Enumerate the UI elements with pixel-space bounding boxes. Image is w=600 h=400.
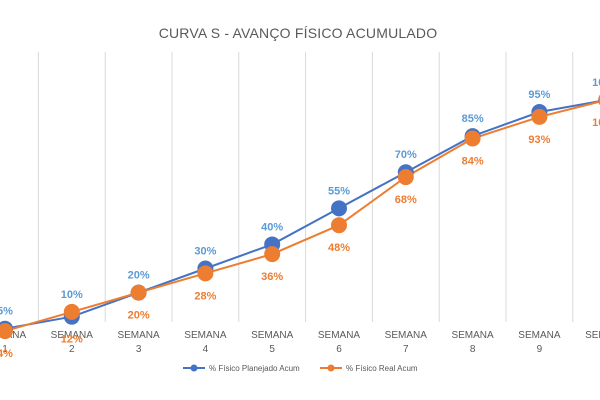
- planned-point: [331, 200, 347, 217]
- actual-data-label: 100%: [592, 117, 600, 129]
- legend-marker: [327, 364, 335, 372]
- actual-point: [331, 217, 347, 234]
- planned-data-label: 40%: [261, 221, 283, 233]
- actual-data-label: 12%: [61, 334, 83, 346]
- planned-data-label: 5%: [0, 306, 13, 318]
- x-tick-label: SEMANA 7: [385, 330, 428, 355]
- legend-planned-label: % Físico Planejado Acum: [209, 364, 300, 373]
- grid-lines: [37, 52, 574, 322]
- actual-data-label: 68%: [395, 194, 417, 206]
- x-tick-label: SEMANA 6: [318, 330, 361, 355]
- actual-point: [130, 284, 147, 301]
- data-labels: 5% 10% 20% 30% 40% 55% 70% 85% 95% 100% 4% 12% 20% 28…: [0, 77, 600, 360]
- x-tick-label: SEMANA 3: [117, 330, 160, 355]
- chart-title: CURVA S - AVANÇO FÍSICO ACUMULADO: [159, 25, 438, 41]
- actual-point: [264, 246, 281, 263]
- x-tick-label: SEMANA 2: [51, 330, 94, 355]
- x-tick-label: SEMANA10: [585, 330, 600, 355]
- legend-marker: [190, 364, 198, 372]
- planned-data-label: 10%: [61, 289, 83, 301]
- x-tick-label: SEMANA 9: [518, 330, 561, 355]
- actual-point: [0, 323, 13, 340]
- actual-data-label: 36%: [261, 271, 283, 283]
- planned-data-label: 95%: [528, 89, 550, 101]
- series-group: [0, 94, 600, 340]
- actual-point: [531, 108, 548, 125]
- planned-data-label: 70%: [395, 149, 417, 161]
- planned-data-label: 30%: [194, 246, 216, 258]
- planned-data-label: 85%: [462, 113, 484, 125]
- legend-actual-label: % Físico Real Acum: [346, 364, 418, 373]
- actual-data-label: 93%: [528, 134, 550, 146]
- legend: % Físico Planejado Acum % Físico Real Acu…: [183, 364, 418, 373]
- x-tick-label: SEMANA1: [0, 330, 26, 355]
- actual-data-label: 28%: [194, 290, 216, 302]
- actual-data-label: 20%: [128, 310, 150, 322]
- actual-point: [464, 130, 481, 147]
- actual-data-label: 84%: [462, 156, 484, 168]
- actual-point: [397, 169, 414, 186]
- x-tick-label: SEMANA 8: [451, 330, 494, 355]
- planned-series-line: [4, 100, 600, 330]
- actual-point: [63, 303, 80, 320]
- actual-data-label: 4%: [0, 348, 13, 360]
- planned-data-label: 55%: [328, 185, 350, 197]
- planned-data-label: 100%: [592, 77, 600, 89]
- actual-series-line: [4, 100, 600, 333]
- planned-data-label: 20%: [128, 270, 150, 282]
- actual-data-label: 48%: [328, 242, 350, 254]
- x-tick-label: SEMANA 4: [184, 330, 227, 355]
- actual-point: [197, 265, 214, 282]
- x-tick-label: SEMANA 5: [251, 330, 294, 355]
